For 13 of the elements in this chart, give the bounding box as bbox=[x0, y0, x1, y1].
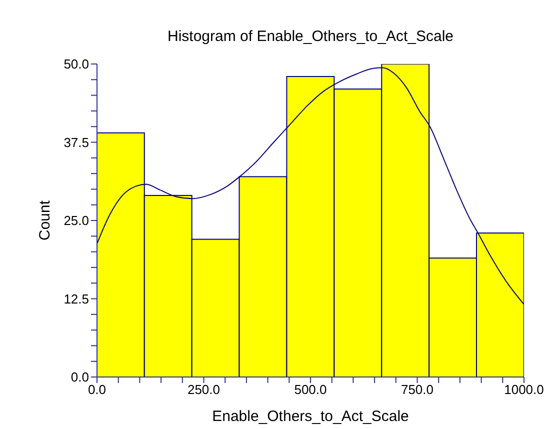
chart-title: Histogram of Enable_Others_to_Act_Scale bbox=[166, 28, 454, 45]
x-axis-title: Enable_Others_to_Act_Scale bbox=[212, 408, 409, 425]
x-tick-label: 750.0 bbox=[400, 382, 434, 398]
y-tick-label: 0.0 bbox=[70, 370, 89, 385]
y-tick-label: 12.5 bbox=[64, 291, 89, 306]
y-tick-label: 25.0 bbox=[64, 213, 89, 228]
y-axis-title: Count bbox=[36, 200, 54, 241]
y-tick-label: 37.5 bbox=[64, 134, 89, 150]
y-tick-label: 50.0 bbox=[64, 56, 89, 72]
x-tick-label: 500.0 bbox=[294, 382, 327, 398]
x-tick-label: 0.0 bbox=[88, 382, 106, 398]
x-tick-label: 250.0 bbox=[187, 382, 220, 398]
x-tick-label: 1000.0 bbox=[504, 382, 544, 398]
